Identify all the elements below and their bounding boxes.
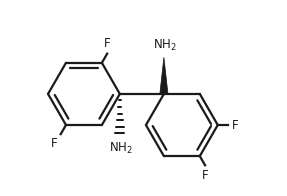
- Text: NH$_2$: NH$_2$: [109, 141, 133, 156]
- Text: F: F: [51, 137, 57, 151]
- Text: NH$_2$: NH$_2$: [153, 38, 177, 53]
- Text: F: F: [202, 169, 208, 182]
- Text: F: F: [104, 37, 110, 50]
- Polygon shape: [160, 57, 168, 94]
- Text: F: F: [232, 119, 238, 132]
